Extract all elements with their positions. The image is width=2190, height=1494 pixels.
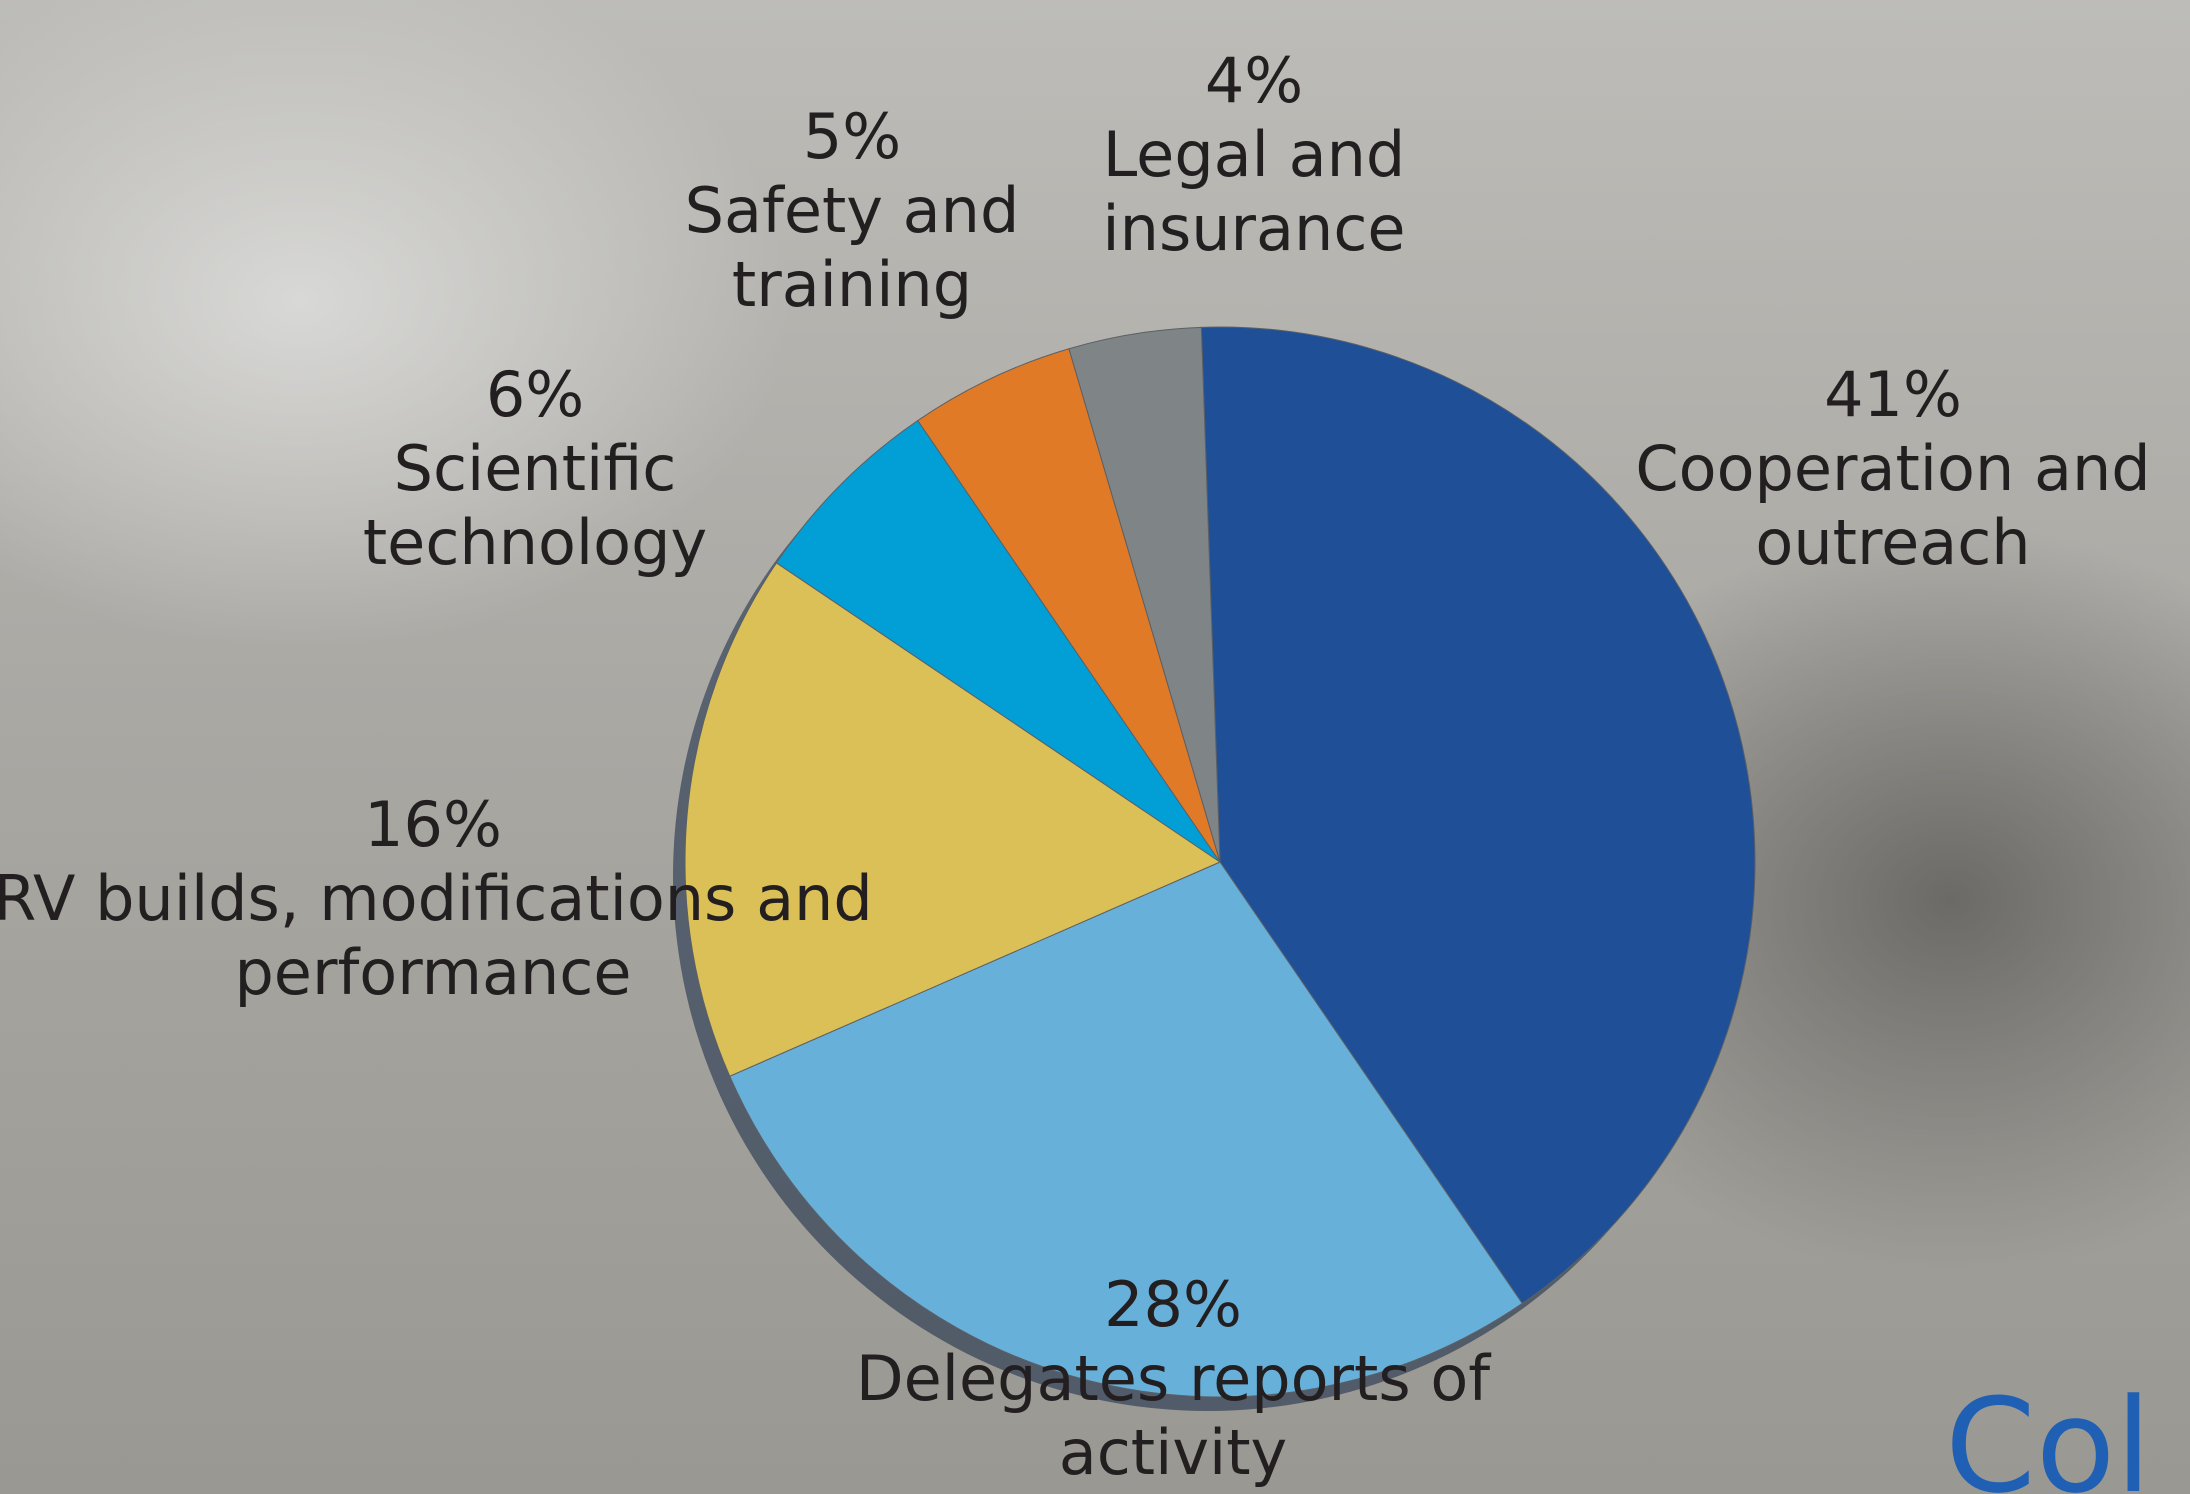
slice-label: 41%Cooperation and outreach: [1583, 358, 2190, 580]
percent-label: 6%: [325, 358, 745, 432]
category-label: Cooperation and outreach: [1583, 432, 2190, 580]
category-label: Safety and training: [652, 174, 1052, 322]
category-label: Delegates reports of activity: [843, 1342, 1503, 1490]
slice-label: 28%Delegates reports of activity: [843, 1268, 1503, 1490]
category-label: Scientific technology: [325, 432, 745, 580]
percent-label: 4%: [1074, 44, 1434, 118]
footer-text: Col: [1945, 1370, 2151, 1494]
slice-label: 16%RV builds, modifications and performa…: [0, 788, 873, 1010]
slice-label: 4%Legal and insurance: [1074, 44, 1434, 266]
percent-label: 28%: [843, 1268, 1503, 1342]
slice-label: 5%Safety and training: [652, 100, 1052, 322]
category-label: RV builds, modifications and performance: [0, 862, 873, 1010]
category-label: Legal and insurance: [1074, 118, 1434, 266]
slice-label: 6%Scientific technology: [325, 358, 745, 580]
percent-label: 41%: [1583, 358, 2190, 432]
percent-label: 5%: [652, 100, 1052, 174]
slide: Col 41%Cooperation and outreach 28%Delega…: [0, 0, 2190, 1494]
percent-label: 16%: [0, 788, 873, 862]
